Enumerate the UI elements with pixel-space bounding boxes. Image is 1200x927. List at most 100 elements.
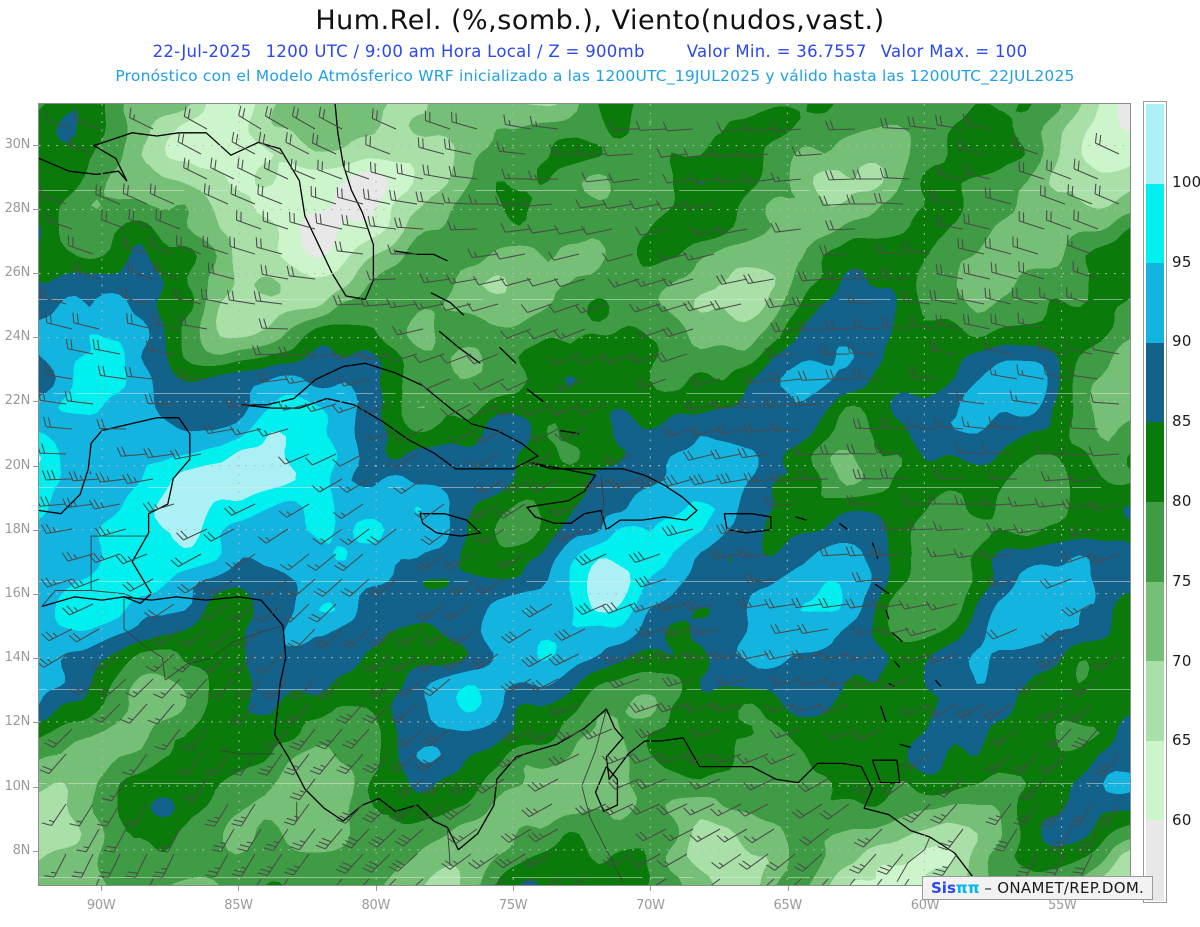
wind-barb	[825, 319, 855, 330]
wind-barb	[339, 528, 370, 546]
map-plot-area[interactable]	[38, 103, 1131, 886]
wind-barb	[688, 625, 721, 636]
wind-barb	[90, 653, 121, 671]
wind-barb	[1048, 828, 1072, 853]
wind-barb	[581, 225, 613, 235]
y-axis-tick-label: 16N	[4, 585, 31, 601]
wind-barb	[226, 603, 256, 622]
wind-barb	[527, 223, 559, 234]
wind-barb	[393, 478, 424, 494]
y-axis-tick-mark	[33, 593, 38, 595]
wind-barb	[387, 244, 417, 255]
wind-barb	[845, 546, 877, 557]
wind-barb	[682, 753, 715, 764]
wind-barb	[878, 520, 910, 531]
wind-barb	[607, 678, 640, 689]
wind-barb	[797, 370, 829, 381]
wind-barb	[527, 170, 559, 181]
wind-barb	[422, 164, 451, 180]
wind-barb	[628, 551, 661, 563]
wind-barb	[65, 338, 94, 355]
wind-barb	[101, 778, 127, 802]
wind-barb	[1037, 338, 1066, 355]
wind-barb	[388, 653, 418, 673]
wind-barb	[877, 853, 904, 875]
humidity-band	[39, 431, 631, 613]
wind-barb	[468, 503, 499, 519]
wind-barb	[791, 597, 823, 609]
wind-barb	[441, 803, 472, 820]
wind-barb	[500, 828, 532, 843]
wind-barb	[548, 353, 580, 366]
wind-barb	[715, 675, 748, 686]
wind-barb	[441, 553, 472, 571]
wind-barb	[743, 173, 775, 184]
wind-barb	[601, 252, 634, 262]
wind-barb	[152, 853, 175, 878]
wind-barb	[225, 553, 256, 569]
wind-barb	[145, 340, 175, 355]
wind-barb	[907, 416, 937, 430]
wind-barb	[388, 853, 418, 872]
wind-barb	[494, 403, 526, 417]
wind-barb	[602, 146, 634, 157]
wind-barb	[141, 878, 154, 885]
wind-barb	[336, 703, 364, 724]
wind-barb	[1071, 728, 1099, 750]
x-axis-tick-mark	[650, 886, 652, 891]
wind-barb	[1067, 472, 1099, 483]
wind-barb	[183, 778, 208, 802]
wind-barb	[180, 678, 208, 699]
wind-barb	[362, 853, 391, 873]
wind-barb	[985, 803, 1012, 826]
coastline	[899, 743, 911, 749]
wind-barb	[932, 853, 958, 877]
wind-barb	[688, 425, 721, 436]
wind-barb	[635, 828, 667, 842]
coastline	[526, 388, 544, 403]
wind-barb	[67, 578, 100, 589]
wind-barb	[183, 157, 208, 180]
wind-barb	[125, 853, 148, 878]
wind-barb	[227, 289, 256, 305]
wind-barb	[791, 296, 823, 307]
wind-barb	[984, 187, 1012, 205]
wind-barb	[737, 447, 769, 459]
wind-barb	[149, 183, 175, 205]
wind-barb	[207, 262, 235, 280]
wind-barb	[413, 299, 445, 310]
wind-barb	[1040, 185, 1066, 205]
wind-barb	[527, 678, 559, 692]
wind-barb	[764, 396, 796, 408]
wind-barb	[791, 649, 823, 660]
colorbar-tick-label: 80	[1172, 492, 1192, 510]
wind-barb	[289, 728, 316, 750]
wind-barb	[69, 803, 94, 827]
wind-barb	[824, 728, 856, 741]
wind-barb	[743, 422, 775, 434]
wind-barb	[258, 528, 289, 544]
wind-barb	[819, 803, 850, 820]
wind-barb	[797, 778, 829, 793]
wind-barb	[122, 473, 154, 485]
wind-barb	[791, 146, 823, 157]
wind-barb	[495, 553, 526, 569]
wind-barb	[341, 628, 370, 648]
wind-barb	[279, 553, 310, 571]
wind-barb	[277, 401, 310, 411]
wind-barb	[46, 210, 73, 230]
wind-barb	[473, 378, 505, 391]
wind-barb	[45, 312, 73, 330]
wind-barb	[176, 235, 202, 255]
wind-barb	[581, 478, 613, 491]
wind-barb	[769, 675, 802, 686]
colorbar-tick-label: 95	[1172, 252, 1192, 271]
wind-barb	[819, 344, 850, 355]
wind-barb	[126, 313, 154, 330]
wind-barb	[385, 353, 418, 363]
wind-barb	[1035, 653, 1066, 669]
wind-barb	[362, 803, 391, 823]
wind-barb	[446, 274, 478, 285]
wind-barb	[308, 603, 337, 623]
wind-barb	[932, 520, 964, 531]
